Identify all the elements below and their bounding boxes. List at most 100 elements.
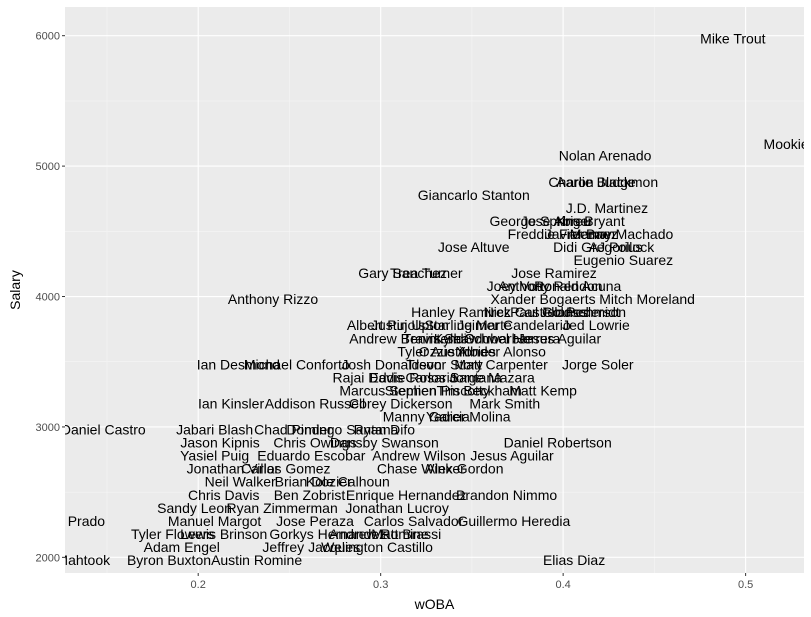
point-label: Addison Russell <box>265 395 365 411</box>
point-label: Jose Altuve <box>438 239 510 255</box>
point-label: Nolan Arenado <box>559 148 652 164</box>
point-label: Jabari Blash <box>176 422 253 438</box>
point-label: Ryan Difo <box>354 422 416 438</box>
point-label: Jorge Mazara <box>449 369 535 385</box>
point-label: Mookie Betts <box>764 136 811 152</box>
point-label: Matt Carpenter <box>454 356 548 372</box>
point-label: Chad Pinder <box>254 422 332 438</box>
point-label: Yasiel Puig <box>180 448 249 464</box>
point-label: Starling Marte <box>425 317 512 333</box>
point-label: Stephen Piscotty <box>385 382 490 398</box>
point-label: Jorge Soler <box>562 356 634 372</box>
point-label: Andrew Wilson <box>372 448 465 464</box>
point-label: Mikie Mahtook <box>20 552 111 568</box>
minor-gridlines <box>65 7 804 573</box>
point-label: Jonathan Villar <box>187 461 280 477</box>
point-label: Gary Sanchez <box>358 265 447 281</box>
point-label: George Springer <box>489 213 593 229</box>
point-label: Jose Abreu <box>521 213 591 229</box>
point-label: Yonder Alonso <box>456 343 546 359</box>
point-label: Joc Pederson <box>540 304 626 320</box>
y-axis-title: Salary <box>7 270 23 310</box>
point-label: Ozzie Albies <box>419 343 496 359</box>
point-label: Kris Bryant <box>556 213 625 229</box>
point-label: Jed Lowrie <box>562 317 630 333</box>
point-label: Eduardo Escobar <box>257 448 366 464</box>
point-label: Carlos Salvador <box>364 513 464 529</box>
point-label: Mitch Moreland <box>599 291 695 307</box>
point-label: Daniel Castro <box>61 422 146 438</box>
x-axis-title: wOBA <box>414 596 455 612</box>
point-label: Gorkys Hernandez <box>269 526 386 542</box>
y-tick-label: 3000 <box>36 422 60 434</box>
point-label: Ben Zobrist <box>274 487 346 503</box>
point-label: Jesus Aguilar <box>518 330 602 346</box>
x-tick-label: 0.2 <box>191 579 206 591</box>
point-label: Martin Prado <box>25 513 105 529</box>
point-label: Matt Brassi <box>371 526 441 542</box>
point-label: Eugenio Suarez <box>574 252 674 268</box>
point-label: Andrew Benintendi <box>349 330 467 346</box>
major-gridlines <box>65 7 804 573</box>
point-label: Chase Winker <box>377 461 465 477</box>
panel-background <box>65 7 804 573</box>
point-label: Ryan Zimmerman <box>227 500 338 516</box>
point-label: Ian Desmond <box>197 356 280 372</box>
point-label: Jonathan Lucroy <box>345 500 449 516</box>
point-label: Alex Gordon <box>426 461 504 477</box>
point-label: Jose Ramirez <box>511 265 597 281</box>
x-tick-label: 0.3 <box>373 579 388 591</box>
point-label: Marcus Semien <box>339 382 436 398</box>
point-label: AJ Pollock <box>589 239 655 255</box>
point-label: J.D. Martinez <box>566 200 648 216</box>
point-label: Matt Kemp <box>509 382 577 398</box>
point-label: Adam Engel <box>144 539 220 555</box>
point-label: Didi Gregorius <box>553 239 642 255</box>
point-label: Jose Peraza <box>276 513 354 529</box>
point-label: Carlos Gomez <box>241 461 330 477</box>
point-label: Brian Dozier <box>275 474 352 490</box>
point-label: Guillermo Heredia <box>457 513 570 529</box>
point-label: Jeimer Candelario <box>457 317 571 333</box>
point-label: Manny Machado <box>570 226 674 242</box>
point-label: Neil Walker <box>205 474 276 490</box>
point-label: Hanley Ramirez <box>411 304 511 320</box>
point-label: Charlie Blackmon <box>548 174 658 190</box>
point-label: Tyler Flowers <box>131 526 214 542</box>
point-label: Dansby Swanson <box>330 435 439 451</box>
y-tick-label: 6000 <box>36 31 60 43</box>
point-label: Albert Pujols <box>347 317 426 333</box>
point-label: Tyler Austin <box>397 343 469 359</box>
point-label: Lewis Brinson <box>180 526 267 542</box>
point-label: Josh Donaldson <box>341 356 441 372</box>
point-label: Mike Trout <box>700 30 765 46</box>
point-label: Xander Bogaerts <box>491 291 596 307</box>
point-label: Ronald Acuna <box>534 278 621 294</box>
point-label: Manny Garcia <box>383 409 470 425</box>
point-label: Giancarlo Stanton <box>418 187 530 203</box>
point-label: Andrew Romine <box>329 526 429 542</box>
point-label: Joey Votto <box>487 278 553 294</box>
point-label: Kole Calhoun <box>306 474 390 490</box>
y-tick-label: 2000 <box>36 552 60 564</box>
point-label: Aaron Judge <box>556 174 636 190</box>
point-label: Michael Conforto <box>244 356 350 372</box>
point-label: Anthony Rizzo <box>228 291 318 307</box>
point-label: Freddie Freeman <box>508 226 615 242</box>
x-tick-label: 0.4 <box>555 579 570 591</box>
point-label: Ian Kinsler <box>198 395 264 411</box>
point-label: Odubel Herrera <box>464 330 561 346</box>
point-label: Yadier Molina <box>426 409 511 425</box>
point-label: Javier Baez <box>545 226 618 242</box>
point-label: Corey Dickerson <box>349 395 452 411</box>
point-label: Tim Beckham <box>437 382 522 398</box>
point-label: Sandy Leon <box>157 500 232 516</box>
point-label: Manuel Margot <box>168 513 261 529</box>
point-label: Chris Owings <box>273 435 356 451</box>
point-label: Anthony Rendon <box>498 278 602 294</box>
point-label: Domingo Santana <box>286 422 398 438</box>
point-label: Travis Shaw <box>403 330 480 346</box>
point-label: Carlos Santana <box>405 369 502 385</box>
point-label: Mark Smith <box>469 395 540 411</box>
